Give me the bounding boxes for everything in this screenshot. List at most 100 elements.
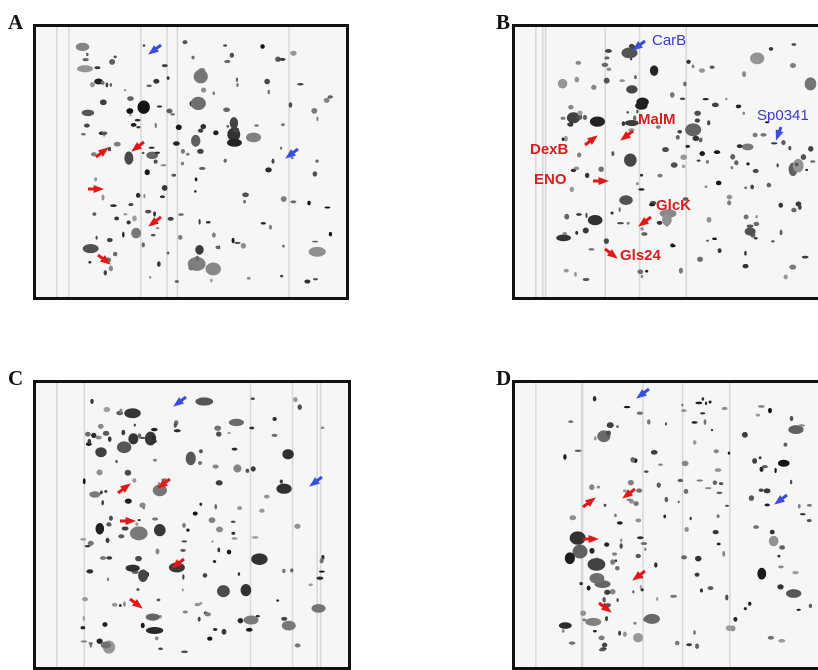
gel-spot xyxy=(122,601,126,607)
arrowhead-icon xyxy=(585,497,596,507)
gel-spot xyxy=(705,160,710,164)
gel-spot xyxy=(152,517,159,521)
gel-spot xyxy=(166,251,170,255)
gel-spot xyxy=(180,161,185,166)
gel-spot xyxy=(602,597,606,603)
arrowhead-icon xyxy=(620,131,631,141)
gel-spot xyxy=(311,604,326,613)
gel-spot xyxy=(304,279,311,284)
gel-spot xyxy=(701,397,705,401)
gel-spot xyxy=(130,122,137,127)
gel-spot xyxy=(99,556,107,560)
gel-spot xyxy=(227,138,242,147)
gel-spot xyxy=(111,602,118,607)
arrowhead-icon xyxy=(171,559,182,569)
gel-spot xyxy=(783,442,788,447)
gel-spot xyxy=(215,245,220,249)
label-glck: GlcK xyxy=(656,197,692,214)
gel-spot xyxy=(810,160,816,163)
gel-spot xyxy=(604,616,609,622)
gel-spot xyxy=(640,274,644,279)
gel-spot xyxy=(621,121,626,127)
arrowhead-icon xyxy=(148,217,159,227)
arrowhead-icon xyxy=(148,45,159,55)
gel-spot xyxy=(698,68,706,73)
gel-spot xyxy=(259,508,265,513)
gel-spot xyxy=(84,545,91,548)
gel-spot xyxy=(704,401,708,406)
gel-spot xyxy=(635,553,641,559)
gel-spot xyxy=(264,78,271,85)
gel-spot xyxy=(100,641,112,649)
gel-spot xyxy=(132,215,137,222)
gel-spot xyxy=(788,425,804,435)
gel-spot xyxy=(105,537,110,543)
gel-spot xyxy=(643,470,649,473)
gel-spot xyxy=(182,610,189,614)
gel-spot xyxy=(697,256,704,262)
gel-spot xyxy=(755,214,758,219)
gel-spot xyxy=(249,426,255,430)
arrowhead-icon xyxy=(98,147,109,157)
gel-spot xyxy=(566,112,581,124)
gel-spot xyxy=(767,635,774,640)
gel-spot xyxy=(226,124,230,128)
gel-spot xyxy=(134,118,141,122)
gel-streak xyxy=(535,27,537,297)
gel-spot xyxy=(614,513,617,518)
gel-spot xyxy=(618,207,621,212)
gel-spot xyxy=(778,638,786,643)
gel-spot xyxy=(156,598,161,602)
gel-spot xyxy=(123,213,128,216)
gel-spot xyxy=(624,153,637,167)
gel-streak xyxy=(541,27,544,297)
gel-spot xyxy=(758,456,762,460)
gel-streak xyxy=(319,383,322,667)
gel-spot xyxy=(221,628,227,635)
gel-spot xyxy=(636,536,644,540)
gel-spot xyxy=(603,238,609,244)
gel-spot xyxy=(619,195,633,205)
gel-spot xyxy=(758,488,764,492)
gel-spot xyxy=(290,156,294,160)
gel-spot xyxy=(610,559,616,565)
gel-spot xyxy=(636,411,643,415)
gel-spot xyxy=(202,573,208,578)
gel-spot xyxy=(725,594,729,601)
gel-spot xyxy=(281,123,285,127)
gel-spot xyxy=(255,614,260,618)
gel-spot xyxy=(154,151,160,154)
gel-spot xyxy=(707,120,711,126)
gel-spot xyxy=(586,585,591,591)
gel-spot xyxy=(110,204,117,208)
gel-spot xyxy=(569,186,575,192)
gel-spot xyxy=(706,239,709,242)
gel-spot xyxy=(233,464,242,473)
label-gls24: Gls24 xyxy=(620,247,661,264)
gel-spot xyxy=(768,407,772,414)
gel-spot xyxy=(150,439,157,444)
gel-spot xyxy=(82,597,89,602)
gel-spot xyxy=(161,185,168,191)
gel-spot xyxy=(251,536,259,539)
gel-spot xyxy=(118,604,122,607)
gel-spot xyxy=(704,487,712,490)
gel-spot xyxy=(86,52,89,57)
gel-spot xyxy=(223,158,227,163)
gel-spots-b xyxy=(535,27,817,297)
gel-spot xyxy=(683,488,689,495)
gel-spot xyxy=(103,406,111,413)
gel-spot xyxy=(166,108,173,114)
gel-spot xyxy=(589,547,595,554)
gel-spot xyxy=(576,213,582,216)
gel-spot xyxy=(276,599,280,602)
gel-spot xyxy=(245,468,250,473)
gel-spot xyxy=(680,154,687,160)
gel-spot xyxy=(107,436,112,442)
arrowhead-icon xyxy=(632,571,643,581)
gel-spot xyxy=(182,574,185,580)
gel-spot xyxy=(681,403,684,407)
gel-spot xyxy=(777,584,784,590)
gel-spot xyxy=(696,479,704,482)
gel-spot xyxy=(742,263,749,269)
